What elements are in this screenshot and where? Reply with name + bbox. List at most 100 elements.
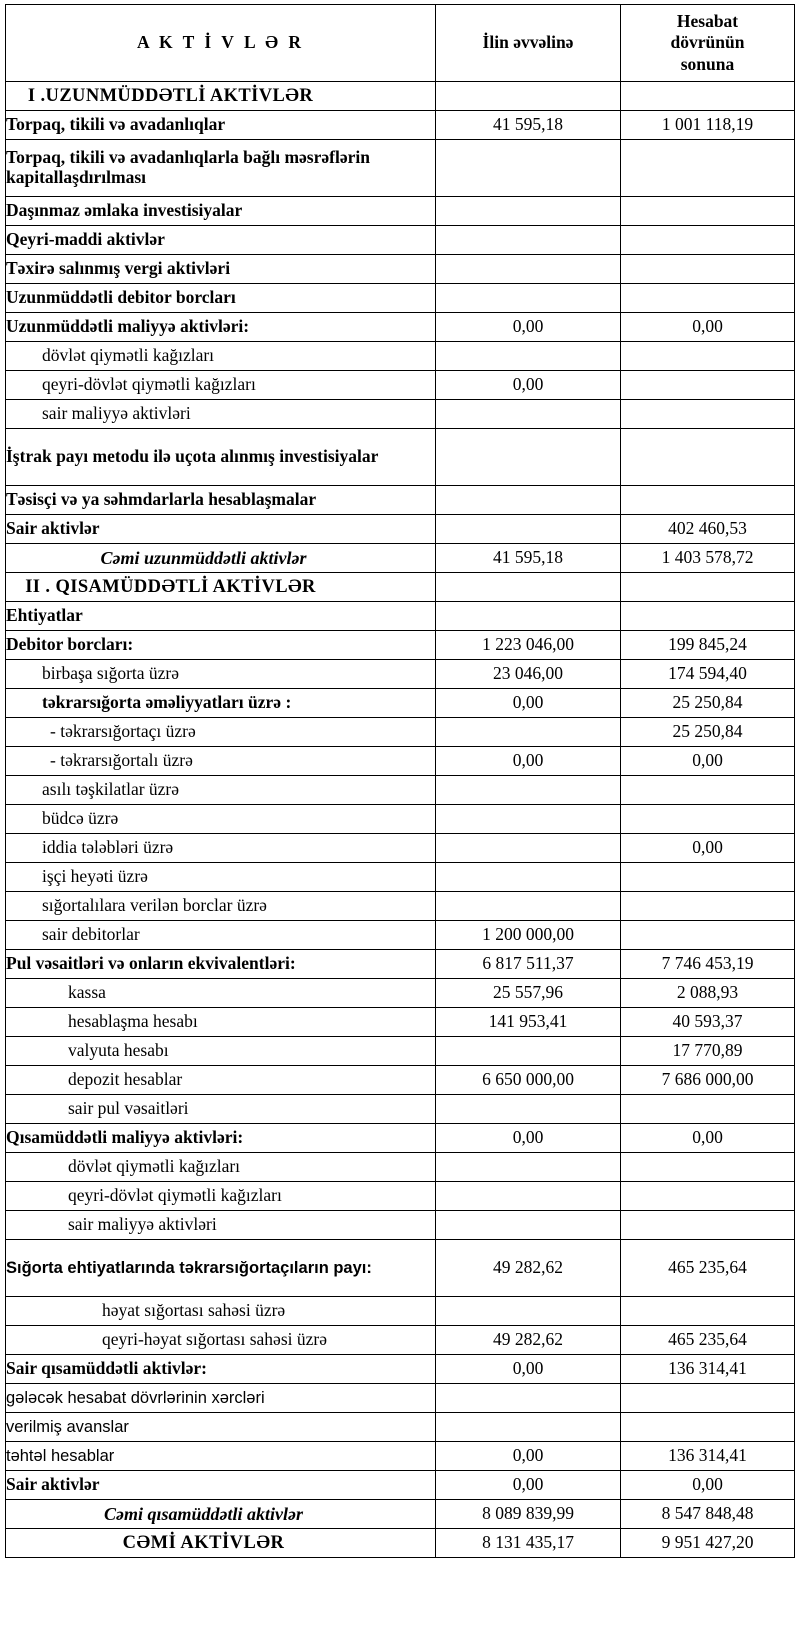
- row-value-period-end: 8 547 848,48: [620, 1499, 795, 1529]
- row-value-year-start: [435, 399, 621, 429]
- row-value-year-start: 1 223 046,00: [435, 630, 621, 660]
- row-value-year-start: 8 089 839,99: [435, 1499, 621, 1529]
- row-label: təkrarsığorta əməliyyatları üzrə :: [5, 688, 436, 718]
- table-row: gələcək hesabat dövrlərinin xərcləri: [5, 1383, 795, 1413]
- table-row: I .UZUNMÜDDƏTLİ AKTİVLƏR: [5, 81, 795, 111]
- table-row: Daşınmaz əmlaka investisiyalar: [5, 196, 795, 226]
- row-value-period-end: [620, 862, 795, 892]
- row-value-year-start: [435, 1383, 621, 1413]
- table-row: Təxirə salınmış vergi aktivləri: [5, 254, 795, 284]
- row-value-period-end: 174 594,40: [620, 659, 795, 689]
- row-value-year-start: [435, 572, 621, 602]
- table-row: həyat sığortası sahəsi üzrə: [5, 1296, 795, 1326]
- row-value-year-start: 49 282,62: [435, 1239, 621, 1297]
- row-value-period-end: [620, 254, 795, 284]
- table-row: Debitor borcları: 1 223 046,00 199 845,24: [5, 630, 795, 660]
- row-value-year-start: 23 046,00: [435, 659, 621, 689]
- row-value-period-end: [620, 601, 795, 631]
- row-value-period-end: [620, 196, 795, 226]
- row-value-year-start: 0,00: [435, 1354, 621, 1384]
- row-label: gələcək hesabat dövrlərinin xərcləri: [5, 1383, 436, 1413]
- table-row: Ehtiyatlar: [5, 601, 795, 631]
- row-value-period-end: 0,00: [620, 1470, 795, 1500]
- row-value-period-end: [620, 399, 795, 429]
- header-col-year-start: İlin əvvəlinə: [435, 4, 621, 82]
- row-value-period-end: [620, 804, 795, 834]
- row-label: dövlət qiymətli kağızları: [5, 341, 436, 371]
- row-value-year-start: [435, 1152, 621, 1182]
- row-value-year-start: 141 953,41: [435, 1007, 621, 1037]
- table-row: İştrak payı metodu ilə uçota alınmış inv…: [5, 428, 795, 486]
- row-value-period-end: 402 460,53: [620, 514, 795, 544]
- row-label: Debitor borcları:: [5, 630, 436, 660]
- table-row: CƏMİ AKTİVLƏR 8 131 435,17 9 951 427,20: [5, 1528, 795, 1558]
- row-label: Uzunmüddətli debitor borcları: [5, 283, 436, 313]
- row-label: iddia tələbləri üzrə: [5, 833, 436, 863]
- row-label: büdcə üzrə: [5, 804, 436, 834]
- table-row: qeyri-dövlət qiymətli kağızları: [5, 1181, 795, 1211]
- header-col2-line2: dövrünün: [670, 32, 745, 53]
- row-label: dövlət qiymətli kağızları: [5, 1152, 436, 1182]
- row-value-period-end: [620, 1210, 795, 1240]
- row-value-year-start: [435, 254, 621, 284]
- row-value-year-start: [435, 891, 621, 921]
- table-row: dövlət qiymətli kağızları: [5, 341, 795, 371]
- table-row: təkrarsığorta əməliyyatları üzrə :0,00 25…: [5, 688, 795, 718]
- row-label: depozit hesablar: [5, 1065, 436, 1095]
- table-row: Təsisçi və ya səhmdarlarla hesablaşmalar: [5, 485, 795, 515]
- table-row: Qısamüddətli maliyyə aktivləri: 0,00 0,00: [5, 1123, 795, 1153]
- table-row: sair debitorlar 1 200 000,00: [5, 920, 795, 950]
- row-label: asılı təşkilatlar üzrə: [5, 775, 436, 805]
- table-row: Torpaq, tikili və avadanlıqlar 41 595,18 1…: [5, 110, 795, 140]
- row-label: təhtəl hesablar: [5, 1441, 436, 1471]
- table-row: Sair qısamüddətli aktivlər: 0,00 136 314,4…: [5, 1354, 795, 1384]
- row-value-period-end: 17 770,89: [620, 1036, 795, 1066]
- row-value-year-start: [435, 1296, 621, 1326]
- row-value-period-end: 136 314,41: [620, 1441, 795, 1471]
- row-value-year-start: [435, 601, 621, 631]
- row-value-year-start: 49 282,62: [435, 1325, 621, 1355]
- header-col-period-end: Hesabat dövrünün sonuna: [620, 4, 795, 82]
- row-value-period-end: 0,00: [620, 312, 795, 342]
- row-value-year-start: 0,00: [435, 1441, 621, 1471]
- row-value-year-start: [435, 485, 621, 515]
- header-row: A K T İ V L Ə R İlin əvvəlinə Hesabat dö…: [5, 4, 795, 82]
- row-value-period-end: 40 593,37: [620, 1007, 795, 1037]
- row-value-period-end: 465 235,64: [620, 1239, 795, 1297]
- row-label: sair maliyyə aktivləri: [5, 399, 436, 429]
- table-row: sığortalılara verilən borclar üzrə: [5, 891, 795, 921]
- table-row: Uzunmüddətli maliyyə aktivləri: 0,00 0,00: [5, 312, 795, 342]
- row-value-year-start: 0,00: [435, 1470, 621, 1500]
- row-value-year-start: 41 595,18: [435, 110, 621, 140]
- row-label: Qeyri-maddi aktivlər: [5, 225, 436, 255]
- row-value-year-start: 25 557,96: [435, 978, 621, 1008]
- row-value-period-end: 25 250,84: [620, 688, 795, 718]
- row-label: Torpaq, tikili və avadanlıqlarla bağlı m…: [5, 139, 436, 197]
- row-value-year-start: [435, 775, 621, 805]
- row-value-period-end: 465 235,64: [620, 1325, 795, 1355]
- table-row: hesablaşma hesabı 141 953,41 40 593,37: [5, 1007, 795, 1037]
- row-label: Uzunmüddətli maliyyə aktivləri:: [5, 312, 436, 342]
- row-value-period-end: [620, 485, 795, 515]
- row-value-year-start: 6 650 000,00: [435, 1065, 621, 1095]
- row-value-period-end: 1 403 578,72: [620, 543, 795, 573]
- row-label: CƏMİ AKTİVLƏR: [5, 1528, 436, 1558]
- row-value-year-start: [435, 717, 621, 747]
- table-row: Cəmi qısamüddətli aktivlər 8 089 839,99 8 …: [5, 1499, 795, 1529]
- row-value-year-start: [435, 1036, 621, 1066]
- row-value-period-end: 1 001 118,19: [620, 110, 795, 140]
- row-value-period-end: [620, 370, 795, 400]
- row-value-year-start: [435, 283, 621, 313]
- table-row: sair pul vəsaitləri: [5, 1094, 795, 1124]
- table-row: kassa 25 557,96 2 088,93: [5, 978, 795, 1008]
- row-label: qeyri-dövlət qiymətli kağızları: [5, 370, 436, 400]
- row-value-year-start: [435, 139, 621, 197]
- row-value-year-start: 8 131 435,17: [435, 1528, 621, 1558]
- row-label: II . QISAMÜDDƏTLİ AKTİVLƏR: [5, 572, 436, 602]
- assets-balance-table: A K T İ V L Ə R İlin əvvəlinə Hesabat dö…: [5, 4, 795, 1558]
- row-label: Daşınmaz əmlaka investisiyalar: [5, 196, 436, 226]
- row-value-period-end: [620, 341, 795, 371]
- table-row: verilmiş avanslar: [5, 1412, 795, 1442]
- table-row: qeyri-həyat sığortası sahəsi üzrə 49 282,…: [5, 1325, 795, 1355]
